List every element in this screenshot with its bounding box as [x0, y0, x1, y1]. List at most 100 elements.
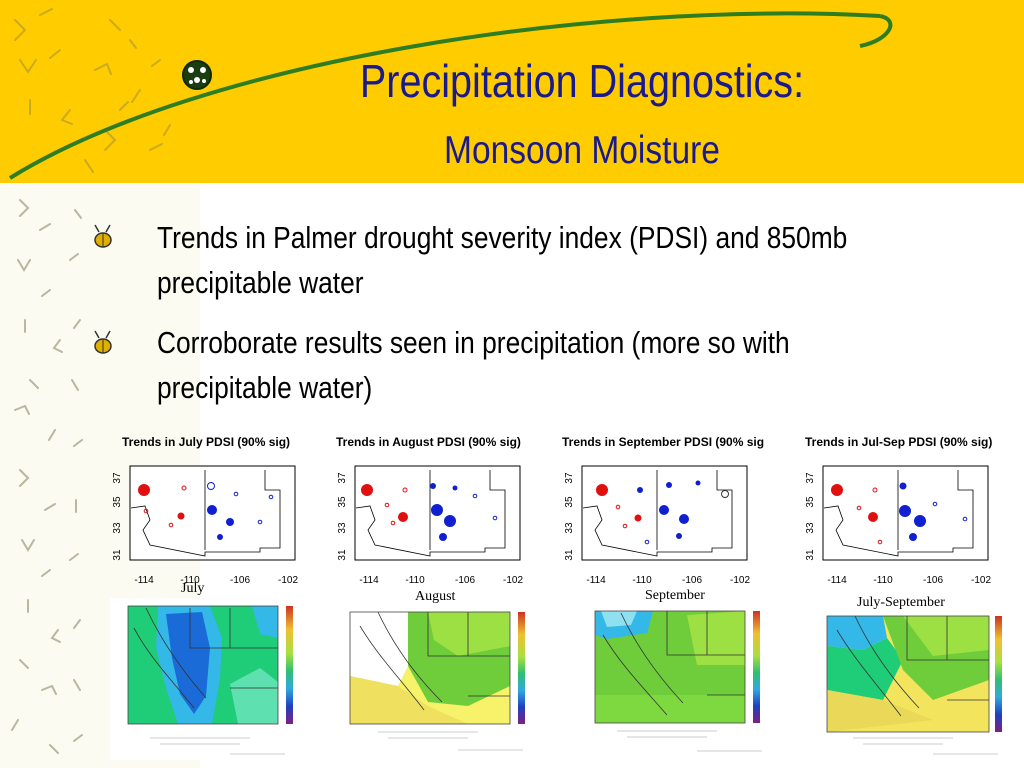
y-tick-label: 33: [805, 522, 816, 534]
trend-dot: [257, 519, 263, 525]
x-tick-label: -106: [230, 575, 250, 586]
panel-caption-jul-sep: July-September: [857, 595, 945, 610]
y-tick-label: 35: [564, 496, 575, 508]
y-tick-label: 37: [337, 472, 348, 484]
pdsi-panel-title: Trends in August PDSI (90% sig): [336, 435, 521, 449]
precipitable-water-contour: [127, 605, 293, 755]
trend-dot: [168, 522, 174, 528]
bee-bullet-icon: [94, 330, 112, 354]
banner-decoration: [8, 8, 893, 180]
trend-dot: [679, 514, 689, 524]
pdsi-trend-map: 37 35 33 31 -114 -110 -106 -102: [337, 465, 523, 586]
x-tick-label: -114: [827, 575, 847, 586]
x-tick-label: -110: [405, 575, 425, 586]
trend-dot: [637, 487, 643, 493]
y-tick-label: 37: [112, 472, 123, 484]
y-tick-label: 35: [337, 496, 348, 508]
precipitable-water-map-august: [338, 606, 536, 756]
trend-dot: [431, 504, 443, 516]
x-tick-label: -114: [359, 575, 379, 586]
trend-dot: [390, 520, 396, 526]
y-tick-label: 37: [805, 472, 816, 484]
y-tick-label: 33: [564, 522, 575, 534]
trend-dot: [666, 482, 672, 488]
trend-dot: [909, 533, 917, 541]
slide-subtitle: Monsoon Moisture: [444, 129, 720, 172]
trend-dot: [622, 523, 628, 529]
trend-dot: [430, 483, 436, 489]
title-banner: [0, 0, 1024, 183]
trend-dot: [444, 515, 456, 527]
slide-title: Precipitation Diagnostics:: [359, 55, 805, 107]
panel-caption-september: September: [645, 588, 705, 603]
precipitable-water-contour: [826, 615, 1002, 755]
x-tick-label: -106: [923, 575, 943, 586]
trend-dot: [268, 494, 274, 500]
trend-dot: [207, 505, 217, 515]
trend-dot: [217, 534, 223, 540]
pdsi-panel-title: Trends in September PDSI (90% sig: [562, 435, 765, 449]
trend-dot: [177, 512, 185, 520]
y-tick-label: 35: [805, 496, 816, 508]
y-tick-label: 31: [805, 549, 816, 561]
x-tick-label: -114: [134, 575, 154, 586]
bee-bullet-icon: [94, 224, 112, 248]
y-tick-label: 33: [337, 522, 348, 534]
y-tick-label: 31: [337, 549, 348, 561]
x-tick-label: -102: [971, 575, 991, 586]
y-tick-label: 37: [564, 472, 575, 484]
pdsi-panel-july: Trends in July PDSI (90% sig) 37 35 33 3…: [100, 430, 310, 590]
trend-dot: [856, 505, 862, 511]
x-tick-label: -102: [503, 575, 523, 586]
trend-dot: [452, 485, 458, 491]
x-tick-label: -102: [278, 575, 298, 586]
trend-dot: [877, 539, 883, 545]
bullet-2-line-1: Corroborate results seen in precipitatio…: [157, 325, 790, 360]
trend-dot: [868, 512, 878, 522]
y-tick-label: 35: [112, 496, 123, 508]
trend-dot: [226, 518, 234, 526]
trend-dot: [634, 514, 642, 522]
panel-caption-august: August: [415, 589, 456, 604]
trend-dot: [695, 480, 701, 486]
bullet-1-line-1: Trends in Palmer drought severity index …: [157, 220, 848, 255]
trend-dot: [932, 501, 938, 507]
trend-dot: [962, 516, 968, 522]
trend-dot: [899, 482, 907, 490]
precipitable-water-map-september: [567, 605, 767, 760]
trend-dot: [872, 487, 878, 493]
precipitable-water-contour: [349, 611, 525, 751]
precipitable-water-map-july: [110, 598, 300, 760]
y-tick-label: 33: [112, 522, 123, 534]
pdsi-panel-september: Trends in September PDSI (90% sig 37 35 …: [552, 430, 767, 590]
trend-dot: [138, 484, 150, 496]
trend-dot: [398, 512, 408, 522]
precipitable-water-contour: [594, 610, 762, 752]
y-tick-label: 31: [112, 549, 123, 561]
pdsi-panel-title: Trends in July PDSI (90% sig): [122, 435, 291, 449]
bullet-1: Trends in Palmer drought severity index …: [157, 215, 1017, 305]
y-tick-label: 31: [564, 549, 575, 561]
trend-dot: [914, 515, 926, 527]
bullet-2-line-2: precipitable water): [157, 370, 373, 405]
x-tick-label: -114: [586, 575, 606, 586]
precipitable-water-map-jul-sep: [813, 610, 1013, 760]
x-tick-label: -106: [455, 575, 475, 586]
trend-dot: [439, 533, 447, 541]
pdsi-trend-map: 37 35 33 31 -114 -110 -106 -102: [564, 465, 750, 586]
x-tick-label: -106: [682, 575, 702, 586]
trend-dot: [831, 484, 843, 496]
trend-dot: [492, 515, 498, 521]
trend-dot: [181, 485, 187, 491]
trend-dot: [721, 490, 729, 498]
pdsi-panel-jul-sep: Trends in Jul-Sep PDSI (90% sig) 37 35 3…: [793, 430, 1008, 590]
trend-dot: [615, 504, 621, 510]
trend-dot: [207, 482, 215, 490]
pdsi-trend-map: 37 35 33 31 -114 -110 -106 -102: [112, 465, 298, 586]
trend-dot: [384, 502, 390, 508]
trend-dot: [676, 533, 682, 539]
trend-dot: [899, 505, 911, 517]
trend-dot: [596, 484, 608, 496]
bullet-1-line-2: precipitable water: [157, 265, 364, 300]
